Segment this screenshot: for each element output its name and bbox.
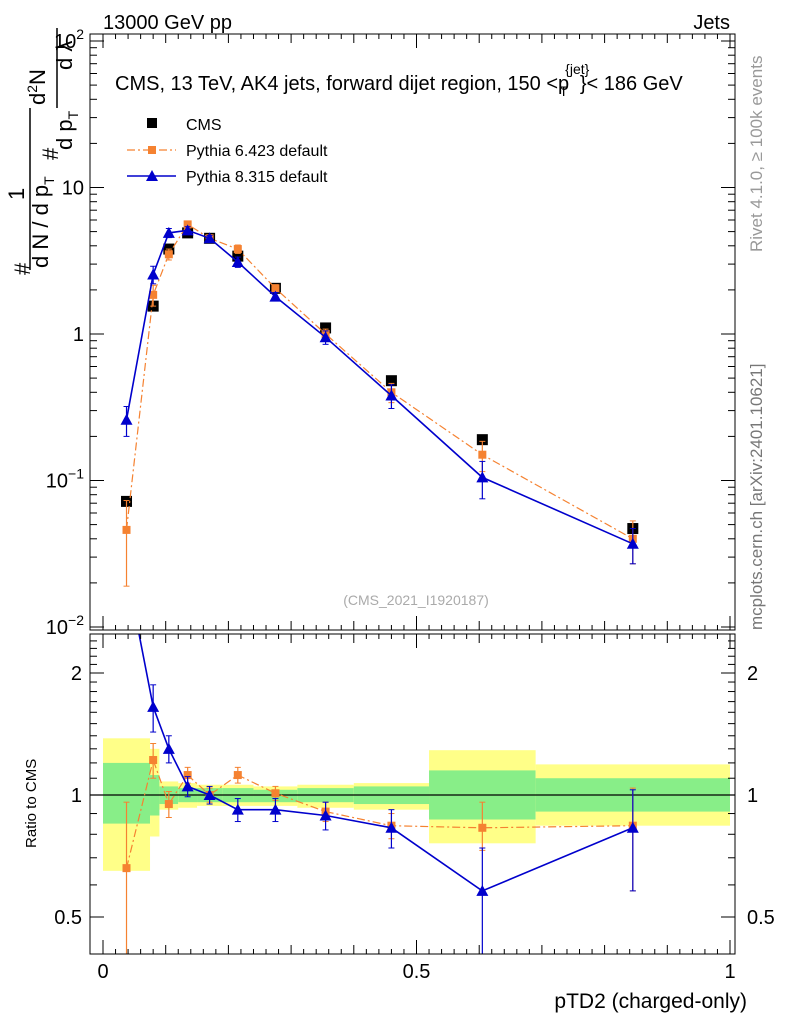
ratio-point-pythia6 xyxy=(149,756,158,765)
svg-text:d N / d pT: d N / d pT xyxy=(28,176,57,268)
ratio-y-tick-labels: 0.5 0.5 1 1 2 2 xyxy=(54,663,775,929)
svg-text:d2N: d2N xyxy=(24,69,50,105)
ratio-point-pythia8 xyxy=(385,821,398,833)
main-point-pythia6 xyxy=(122,525,131,534)
ratio-y-tick-label: 0.5 xyxy=(54,907,82,929)
legend-marker-pythia6 xyxy=(148,146,156,154)
main-point-pythia8 xyxy=(147,268,160,280)
main-title: CMS, 13 TeV, AK4 jets, forward dijet reg… xyxy=(115,61,683,99)
main-point-pythia6 xyxy=(164,250,173,259)
header-right: Jets xyxy=(693,12,730,34)
ratio-point-pythia6 xyxy=(122,864,131,873)
legend-marker-pythia8 xyxy=(146,170,158,181)
main-y-tick-label: 10−1 xyxy=(46,466,84,493)
ratio-panel: 0.5 0.51 12 2 0 0.5 1 Ratio to CMS pTD2 (char… xyxy=(23,633,775,1013)
legend-label-cms: CMS xyxy=(186,117,222,134)
x-axis-label: pTD2 (charged-only) xyxy=(554,990,747,1013)
main-point-pythia6 xyxy=(149,290,158,299)
main-point-cms xyxy=(320,322,332,334)
ratio-point-pythia8 xyxy=(181,780,194,792)
svg-text:d λ: d λ xyxy=(52,41,77,70)
main-point-pythia8 xyxy=(626,537,639,549)
ratio-y-tick-label-right: 2 xyxy=(747,663,758,685)
ratio-x-tick-label: 0.5 xyxy=(403,961,431,983)
main-point-pythia6 xyxy=(478,450,487,459)
ratio-line-pythia8 xyxy=(138,634,634,892)
legend: CMS Pythia 6.423 default Pythia 8.315 de… xyxy=(127,117,328,186)
main-point-pythia6 xyxy=(233,245,242,254)
legend-label-pythia6: Pythia 6.423 default xyxy=(186,143,328,160)
main-y-tick-label: 1 xyxy=(73,324,84,346)
main-series-layer xyxy=(120,220,639,587)
mcplots-label: mcplots.cern.ch [arXiv:2401.10621] xyxy=(747,364,766,630)
main-line-pythia6 xyxy=(125,223,634,540)
ratio-point-pythia6 xyxy=(478,823,487,832)
ratio-y-axis-label: Ratio to CMS xyxy=(23,759,40,848)
ratio-point-pythia8 xyxy=(319,809,332,821)
main-line-pythia8 xyxy=(125,229,634,545)
ratio-point-pythia8 xyxy=(203,789,216,800)
main-y-tick-label: 10−2 xyxy=(46,612,84,639)
ratio-panel-frame xyxy=(89,633,736,955)
main-point-pythia8 xyxy=(162,226,175,238)
ratio-axis-ticks xyxy=(90,634,735,954)
main-point-cms xyxy=(385,375,397,387)
ratio-x-tick-labels: 0 0.5 1 xyxy=(97,961,735,983)
rivet-version-label: Rivet 4.1.0, ≥ 100k events xyxy=(747,56,766,252)
ratio-series-layer xyxy=(122,634,639,954)
ratio-y-tick-label: 1 xyxy=(71,785,82,807)
legend-marker-cms xyxy=(147,118,157,128)
svg-text:1: 1 xyxy=(4,188,29,200)
ratio-x-tick-label: 0 xyxy=(97,961,108,983)
svg-text:#: # xyxy=(10,262,35,275)
ratio-point-pythia6 xyxy=(183,771,192,780)
ratio-uncertainty-bands xyxy=(103,738,730,871)
svg-text:#: # xyxy=(38,147,63,160)
main-point-pythia8 xyxy=(203,232,216,244)
header-left: 13000 GeV pp xyxy=(103,12,232,34)
main-point-cms xyxy=(476,434,488,446)
legend-label-pythia8: Pythia 8.315 default xyxy=(186,169,328,186)
ratio-x-tick-label: 1 xyxy=(724,961,735,983)
ratio-point-pythia8 xyxy=(162,742,175,754)
main-y-tick-label: 10 xyxy=(62,178,84,200)
ratio-y-tick-label: 2 xyxy=(71,663,82,685)
main-point-pythia8 xyxy=(269,290,282,302)
main-axis-ticks xyxy=(90,34,735,630)
svg-text:d pT: d pT xyxy=(52,110,81,150)
ratio-y-tick-label-right: 1 xyxy=(747,785,758,807)
main-panel: 10−2 10−1 1 10 102 CMS, 13 TeV, AK4 jets, fo… xyxy=(4,26,736,639)
main-panel-frame xyxy=(89,33,736,631)
main-point-pythia8 xyxy=(120,413,133,425)
main-point-pythia8 xyxy=(476,471,489,483)
main-point-pythia8 xyxy=(385,389,398,401)
main-point-pythia6 xyxy=(271,284,280,293)
ratio-point-pythia8 xyxy=(147,700,160,712)
ratio-point-pythia6 xyxy=(233,771,242,780)
ratio-point-pythia8 xyxy=(476,884,489,896)
main-y-axis-label: # d N / d pT 1 # d pT d2N d λ xyxy=(4,28,81,275)
main-y-tick-labels: 10−2 10−1 1 10 102 xyxy=(46,26,84,639)
ratio-point-pythia8 xyxy=(231,803,244,815)
ratio-point-pythia6 xyxy=(271,789,280,798)
main-point-pythia8 xyxy=(319,331,332,343)
main-point-pythia8 xyxy=(181,224,194,236)
watermark: (CMS_2021_I1920187) xyxy=(343,592,489,608)
ratio-point-pythia8 xyxy=(626,821,639,833)
ratio-point-pythia8 xyxy=(269,803,282,815)
ratio-point-pythia6 xyxy=(164,800,173,809)
main-point-pythia8 xyxy=(231,256,244,268)
ratio-y-tick-label-right: 0.5 xyxy=(747,907,775,929)
main-y-tick-label: 102 xyxy=(54,26,84,53)
